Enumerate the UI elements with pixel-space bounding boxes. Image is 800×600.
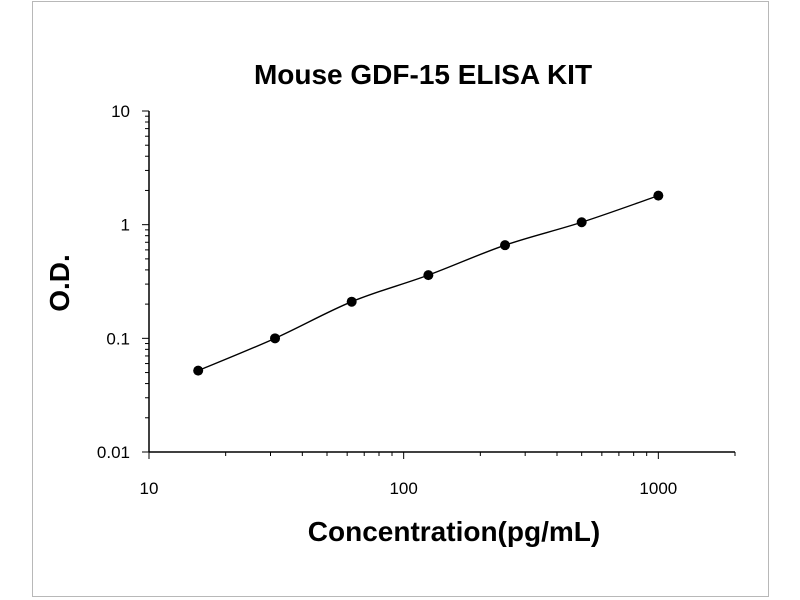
data-point [193,365,204,376]
axes [148,111,735,453]
x-tick-label: 10 [140,479,159,498]
chart-frame: Mouse GDF-15 ELISA KIT 0.01 0.1 1 10 10 100 10… [32,1,769,597]
y-tick-label: 0.1 [106,329,130,348]
tick-labels: 0.01 0.1 1 10 10 100 1000 [97,102,677,498]
data-point [500,240,511,251]
chart: Mouse GDF-15 ELISA KIT 0.01 0.1 1 10 10 100 10… [44,59,736,547]
x-tick-label: 1000 [639,479,677,498]
data-point [423,270,434,281]
tick-marks [142,110,736,459]
data-points [193,190,664,376]
data-point [346,296,357,307]
chart-title: Mouse GDF-15 ELISA KIT [254,59,592,90]
x-axis-title: Concentration(pg/mL) [308,516,600,547]
fit-curve [197,194,659,372]
y-axis-title: O.D. [44,254,75,312]
data-point [270,333,281,344]
fit-curve-layer [197,194,659,372]
y-tick-label: 0.01 [97,443,130,462]
y-tick-label: 1 [121,216,130,235]
data-point [653,190,664,201]
data-point [576,217,587,228]
x-tick-label: 100 [389,479,417,498]
y-tick-label: 10 [111,102,130,121]
